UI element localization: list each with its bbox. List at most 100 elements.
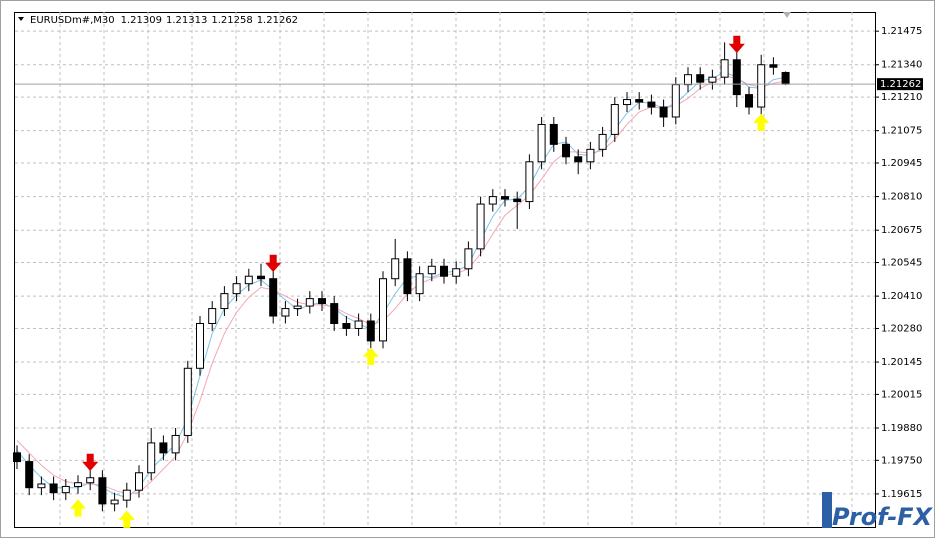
- candle-body: [244, 275, 253, 285]
- candle-body: [171, 434, 180, 454]
- signal-arrow: [728, 35, 745, 54]
- y-tick-label: 1.20675: [881, 225, 922, 236]
- header-low: 1.21258: [211, 15, 252, 26]
- candle-body: [403, 258, 412, 295]
- header-open: 1.21309: [121, 15, 162, 26]
- signal-arrow: [118, 510, 135, 528]
- plot: 1.21262: [13, 35, 923, 528]
- y-tick-label: 1.20015: [881, 389, 922, 400]
- candle-body: [379, 278, 387, 342]
- logo-bar: [822, 492, 832, 528]
- candle-body: [732, 59, 741, 96]
- candle-body: [196, 322, 204, 369]
- moving-average: [16, 75, 786, 495]
- candle-body: [13, 452, 21, 463]
- header-high: 1.21313: [166, 15, 207, 26]
- header-close: 1.21262: [257, 15, 298, 26]
- signal-arrow: [753, 113, 770, 132]
- candle-body: [61, 485, 70, 494]
- y-tick-label: 1.20945: [881, 158, 922, 169]
- y-tick-label: 1.21210: [881, 92, 922, 103]
- candle-body: [269, 278, 278, 317]
- candle-body: [586, 148, 595, 163]
- candle-body: [366, 320, 375, 342]
- y-tick-label: 1.21075: [881, 126, 922, 137]
- y-tick-label: 1.20810: [881, 192, 922, 203]
- candle-body: [232, 283, 241, 295]
- candle-body: [671, 84, 680, 118]
- candle-body: [659, 106, 668, 118]
- y-tick-label: 1.20145: [881, 357, 922, 368]
- candle-body: [305, 298, 314, 307]
- candle-body: [635, 99, 644, 103]
- candle-body: [122, 489, 131, 501]
- candle-body: [452, 268, 461, 277]
- shift-marker: [783, 12, 791, 18]
- grid: 1.21475 1.21340 1.21210 1.21075 1.20945 1.208…: [15, 12, 922, 528]
- y-tick-label: 1.21340: [881, 60, 922, 71]
- candle-body: [757, 64, 766, 108]
- signal-arrow: [69, 499, 87, 517]
- candle-body: [86, 477, 95, 484]
- candle-body: [501, 196, 509, 200]
- candle-body: [135, 472, 143, 491]
- candle-body: [720, 59, 729, 78]
- candle-body: [623, 99, 631, 106]
- candle-body: [610, 104, 619, 135]
- candle-body: [537, 123, 546, 163]
- candle-body: [98, 477, 107, 505]
- candle-body: [781, 71, 790, 85]
- candle-body: [159, 442, 168, 454]
- candle-body: [147, 442, 156, 474]
- candle-body: [318, 298, 326, 305]
- current-price-box: [877, 78, 923, 91]
- watermark: Prof-FX: [832, 503, 934, 531]
- y-tick-label: 1.19615: [881, 489, 922, 500]
- candle-body: [208, 308, 217, 324]
- symbol: EURUSDm#,M30: [30, 15, 115, 26]
- candle-body: [354, 320, 363, 329]
- candle-body: [110, 499, 119, 505]
- candle-body: [257, 275, 265, 280]
- candle-body: [513, 198, 522, 203]
- current-price-label: 1.21262: [880, 79, 921, 90]
- candle-body: [415, 273, 424, 295]
- candle-body: [598, 133, 607, 150]
- candle-body: [342, 322, 351, 329]
- y-tick-label: 1.19880: [881, 423, 922, 434]
- candle-body: [684, 74, 692, 86]
- candle-body: [464, 248, 473, 270]
- candle-body: [549, 123, 558, 145]
- signal-arrow: [82, 453, 99, 472]
- y-tick-label: 1.20410: [881, 291, 922, 302]
- candle-body: [293, 305, 302, 310]
- candle-body: [525, 161, 534, 203]
- candle-body: [37, 483, 46, 489]
- candle-body: [49, 483, 58, 494]
- candle-body: [427, 265, 436, 275]
- y-tick-label: 1.20280: [881, 323, 922, 334]
- candle-body: [769, 64, 778, 68]
- candle-body: [696, 74, 705, 83]
- candle-body: [25, 461, 34, 489]
- chart-header: EURUSDm#,M30 1.21309 1.21313 1.21258 1.21262: [30, 15, 298, 26]
- candle-body: [476, 203, 485, 250]
- signal-arrow: [265, 254, 282, 273]
- candle-body: [488, 196, 497, 205]
- candle-body: [74, 482, 82, 487]
- candle-body: [574, 156, 583, 163]
- y-tick-label: 1.19750: [881, 455, 922, 466]
- y-tick-label: 1.20545: [881, 258, 922, 269]
- candle-body: [183, 367, 192, 436]
- y-tick-label: 1.21475: [881, 26, 922, 37]
- candle-body: [281, 308, 290, 317]
- candle-body: [330, 303, 339, 324]
- candle-body: [647, 101, 656, 108]
- candle-body: [391, 258, 400, 280]
- signal-arrow: [362, 347, 379, 365]
- candle-body: [440, 265, 448, 277]
- menu-triangle: [18, 17, 24, 21]
